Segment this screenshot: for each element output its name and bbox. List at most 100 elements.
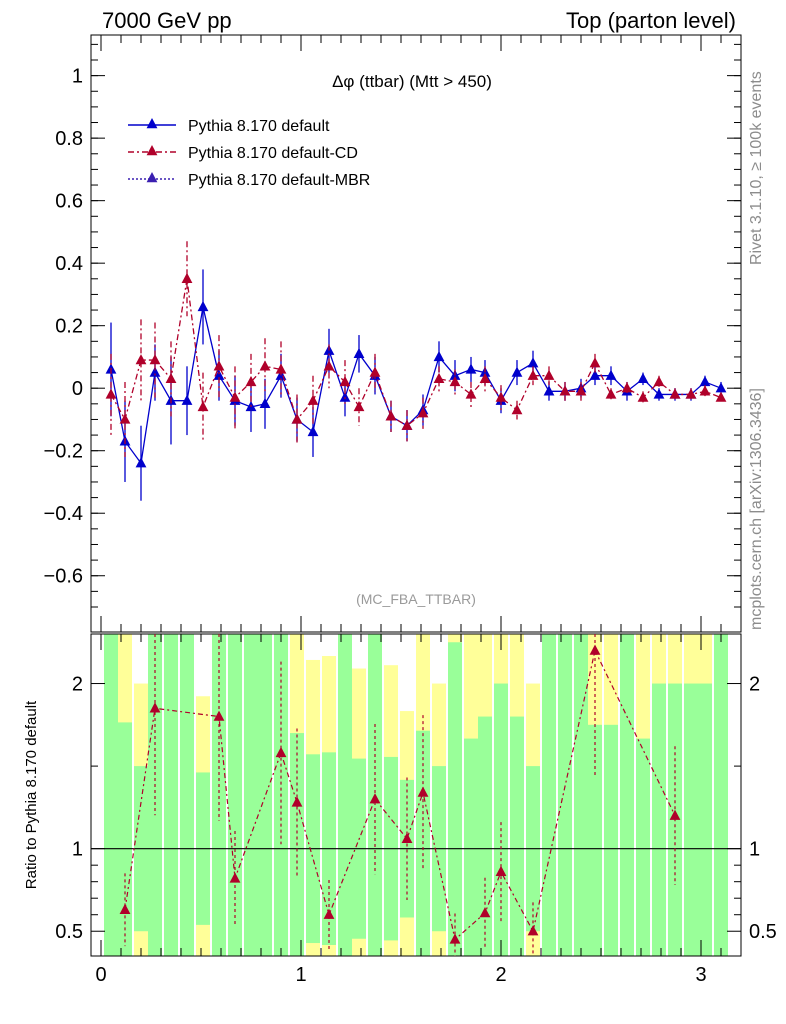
ratio-y-tick-label: 0.5 bbox=[55, 921, 83, 943]
data-point bbox=[669, 388, 681, 399]
data-point bbox=[605, 388, 617, 399]
data-point bbox=[685, 388, 697, 399]
y-tick-label: 0 bbox=[72, 378, 83, 400]
data-point bbox=[495, 391, 507, 402]
rivet-label: Rivet 3.1.10, ≥ 100k events bbox=[748, 71, 765, 265]
data-point bbox=[417, 407, 429, 418]
data-point bbox=[653, 388, 665, 399]
ratio-band-green bbox=[104, 634, 118, 956]
data-point bbox=[653, 375, 665, 387]
data-point bbox=[511, 366, 523, 377]
ratio-data-point bbox=[229, 872, 241, 883]
data-point bbox=[259, 360, 271, 371]
data-point bbox=[543, 385, 555, 396]
data-point bbox=[213, 360, 225, 371]
data-point bbox=[135, 457, 147, 468]
data-point bbox=[229, 391, 241, 402]
y-tick-label: −0.2 bbox=[44, 441, 83, 463]
data-point bbox=[291, 413, 303, 424]
ratio-y-tick-label: 1 bbox=[72, 839, 83, 861]
data-point bbox=[119, 413, 131, 424]
ratio-data-point bbox=[495, 865, 507, 876]
data-point bbox=[369, 366, 381, 377]
ratio-axis-ticks: 0.5 0.5 1 1 2 2 0 1 2 3 bbox=[55, 634, 777, 986]
series-line bbox=[110, 278, 722, 427]
ratio-band-green bbox=[574, 634, 588, 956]
ratio-data-point bbox=[479, 907, 491, 918]
ratio-band-green bbox=[494, 683, 508, 956]
ratio-series-line bbox=[124, 648, 676, 941]
ratio-band-green bbox=[228, 634, 242, 956]
ratio-data-point bbox=[291, 796, 303, 807]
ratio-data-point bbox=[527, 925, 539, 936]
data-point bbox=[135, 354, 147, 365]
ratio-band-green bbox=[714, 634, 728, 956]
data-point bbox=[197, 400, 209, 412]
data-point bbox=[433, 350, 445, 362]
ratio-data-point bbox=[449, 933, 461, 944]
data-point bbox=[699, 375, 711, 387]
analysis-tag: (MC_FBA_TTBAR) bbox=[356, 591, 476, 607]
x-tick-label: 2 bbox=[495, 964, 506, 986]
ratio-band-green bbox=[244, 634, 258, 956]
ratio-band-green bbox=[212, 634, 226, 956]
data-point bbox=[605, 369, 617, 380]
data-point bbox=[213, 369, 225, 380]
y-tick-label: 0.4 bbox=[55, 253, 83, 275]
ratio-data-point bbox=[589, 644, 601, 655]
header-left: 7000 GeV pp bbox=[102, 8, 232, 33]
data-point bbox=[385, 410, 397, 421]
ratio-band-green bbox=[588, 724, 602, 956]
y-tick-label: 0.8 bbox=[55, 128, 83, 150]
data-point bbox=[259, 397, 271, 409]
ratio-data-point bbox=[417, 786, 429, 797]
data-point bbox=[275, 363, 287, 374]
ratio-data-point bbox=[401, 832, 413, 843]
data-point bbox=[637, 391, 649, 402]
header-right: Top (parton level) bbox=[566, 8, 736, 33]
ratio-band-green bbox=[542, 634, 556, 956]
data-point bbox=[637, 372, 649, 384]
data-point bbox=[353, 347, 365, 359]
data-point bbox=[181, 394, 193, 405]
x-tick-label: 3 bbox=[695, 964, 706, 986]
y-tick-label: 0.2 bbox=[55, 316, 83, 338]
data-point bbox=[621, 382, 633, 393]
legend-label: Pythia 8.170 default bbox=[188, 118, 330, 135]
data-point bbox=[715, 391, 727, 402]
data-point bbox=[575, 385, 587, 396]
data-point bbox=[559, 385, 571, 396]
y-tick-label: −0.6 bbox=[44, 566, 83, 588]
x-tick-label: 1 bbox=[295, 964, 306, 986]
ratio-series-group bbox=[119, 634, 681, 956]
data-point bbox=[353, 400, 365, 412]
ratio-band-green bbox=[180, 634, 194, 956]
data-point bbox=[197, 300, 209, 312]
ratio-band-green bbox=[684, 683, 698, 956]
data-point bbox=[511, 404, 523, 415]
ratio-band-green bbox=[636, 738, 650, 956]
data-point bbox=[715, 382, 727, 393]
mcplots-label: mcplots.cern.ch [arXiv:1306.3436] bbox=[748, 388, 765, 630]
main-plot-frame bbox=[90, 34, 742, 633]
legend-marker bbox=[146, 145, 158, 156]
ratio-band-green bbox=[698, 683, 712, 956]
legend-label: Pythia 8.170 default-MBR bbox=[188, 172, 370, 189]
ratio-band-green bbox=[464, 738, 478, 956]
data-point bbox=[165, 372, 177, 384]
data-point bbox=[181, 272, 193, 284]
y-tick-label: −0.4 bbox=[44, 503, 83, 525]
data-point bbox=[307, 425, 319, 437]
ratio-band-green bbox=[604, 724, 618, 956]
series-line bbox=[110, 306, 722, 465]
ratio-data-point bbox=[275, 746, 287, 758]
main-series-group bbox=[105, 241, 727, 501]
ratio-data-point bbox=[323, 908, 335, 919]
ratio-band-green bbox=[118, 722, 132, 956]
data-point bbox=[699, 385, 711, 396]
ratio-band-green bbox=[448, 642, 462, 956]
ratio-band-green bbox=[148, 634, 162, 956]
ratio-y-tick-label: 2 bbox=[72, 674, 83, 696]
ratio-band-green bbox=[558, 634, 572, 956]
